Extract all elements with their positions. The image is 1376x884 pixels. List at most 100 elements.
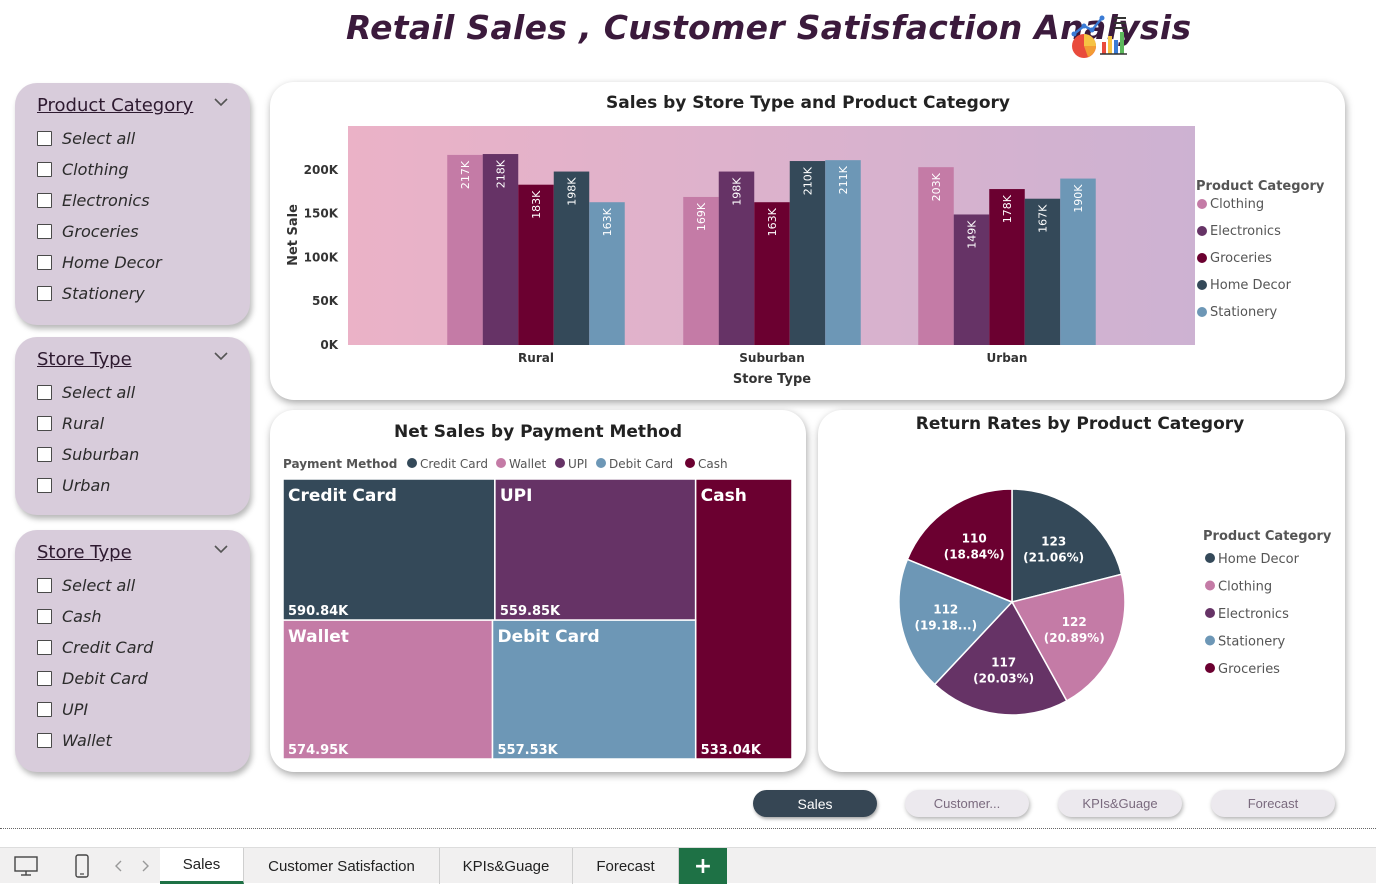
- slicer-item[interactable]: Select all: [15, 377, 250, 408]
- bar[interactable]: [825, 160, 861, 345]
- legend-item[interactable]: Clothing: [1218, 580, 1272, 595]
- y-tick-label: 100K: [304, 250, 339, 264]
- checkbox[interactable]: [37, 640, 52, 655]
- legend-item[interactable]: Electronics: [1210, 224, 1281, 239]
- slicer-item[interactable]: Suburban: [15, 439, 250, 470]
- legend-item[interactable]: Credit Card: [420, 457, 488, 471]
- bar[interactable]: [683, 196, 719, 345]
- y-axis-label: Net Sale: [286, 204, 301, 266]
- legend-item[interactable]: Home Decor: [1210, 278, 1292, 293]
- chevron-down-icon[interactable]: [214, 351, 228, 361]
- treemap-tile[interactable]: [282, 478, 496, 621]
- slicer-item-label: Groceries: [62, 222, 139, 241]
- chevron-down-icon[interactable]: [214, 97, 228, 107]
- checkbox[interactable]: [37, 609, 52, 624]
- slicer-item[interactable]: Rural: [15, 408, 250, 439]
- treemap-tile[interactable]: [694, 478, 793, 760]
- slicer-item[interactable]: Credit Card: [15, 632, 250, 663]
- checkbox[interactable]: [37, 286, 52, 301]
- checkbox[interactable]: [37, 193, 52, 208]
- slicer-title: Product Category: [37, 95, 194, 116]
- legend-item[interactable]: Cash: [698, 457, 728, 471]
- treemap-tile-label: Wallet: [288, 627, 349, 647]
- bar[interactable]: [989, 189, 1025, 345]
- bar[interactable]: [482, 154, 519, 345]
- bar[interactable]: [447, 154, 483, 345]
- treemap-tile[interactable]: [491, 619, 697, 760]
- payment-method-slicer[interactable]: Store Type Select all Cash Credit Card Debi…: [15, 530, 250, 772]
- checkbox[interactable]: [37, 416, 52, 431]
- desktop-view-icon[interactable]: [12, 854, 40, 878]
- chevron-down-icon[interactable]: [214, 544, 228, 554]
- tab-customer-satisfaction[interactable]: Customer Satisfaction: [244, 848, 440, 884]
- store-type-slicer[interactable]: Store Type Select all Rural Suburban Urban: [15, 337, 250, 515]
- checkbox[interactable]: [37, 733, 52, 748]
- slicer-item[interactable]: Urban: [15, 470, 250, 501]
- mobile-view-icon[interactable]: [72, 854, 92, 880]
- tab-kpis-guage[interactable]: KPIs&Guage: [440, 848, 573, 884]
- legend-item[interactable]: UPI: [568, 457, 588, 471]
- legend-item[interactable]: Groceries: [1218, 662, 1280, 677]
- checkbox[interactable]: [37, 671, 52, 686]
- slicer-item[interactable]: Cash: [15, 601, 250, 632]
- nav-kpis-button[interactable]: KPIs&Guage: [1058, 790, 1182, 817]
- tab-forecast[interactable]: Forecast: [573, 848, 679, 884]
- bar[interactable]: [918, 167, 954, 345]
- slicer-item[interactable]: Home Decor: [15, 247, 250, 278]
- checkbox[interactable]: [37, 702, 52, 717]
- legend-item[interactable]: Groceries: [1210, 251, 1272, 266]
- chevron-left-icon[interactable]: [114, 860, 124, 872]
- legend-item[interactable]: Clothing: [1210, 197, 1264, 212]
- bar[interactable]: [553, 171, 590, 345]
- chevron-right-icon[interactable]: [140, 860, 150, 872]
- nav-sales-button[interactable]: Sales: [753, 790, 877, 817]
- tab-sales[interactable]: Sales: [160, 848, 244, 884]
- checkbox[interactable]: [37, 385, 52, 400]
- legend-item[interactable]: Electronics: [1218, 607, 1289, 622]
- legend-item[interactable]: Home Decor: [1218, 552, 1300, 567]
- checkbox[interactable]: [37, 162, 52, 177]
- treemap-tile[interactable]: [494, 478, 697, 621]
- legend-item[interactable]: Wallet: [509, 457, 547, 471]
- slicer-item[interactable]: Debit Card: [15, 663, 250, 694]
- bar[interactable]: [1060, 178, 1096, 345]
- x-axis-label: Store Type: [733, 372, 811, 387]
- checkbox[interactable]: [37, 224, 52, 239]
- treemap-tile[interactable]: [282, 619, 494, 760]
- treemap-card: Net Sales by Payment Method Payment Meth…: [270, 410, 806, 772]
- slicer-item[interactable]: Select all: [15, 123, 250, 154]
- bar[interactable]: [589, 202, 625, 345]
- pie-slice[interactable]: [1011, 488, 1123, 603]
- pie-slice[interactable]: [933, 600, 1068, 716]
- slicer-item[interactable]: UPI: [15, 694, 250, 725]
- chart-title: Net Sales by Payment Method: [394, 422, 682, 442]
- slicer-item[interactable]: Electronics: [15, 185, 250, 216]
- legend-item[interactable]: Stationery: [1218, 635, 1286, 650]
- pie-slice[interactable]: [906, 488, 1013, 604]
- slicer-item[interactable]: Select all: [15, 570, 250, 601]
- nav-forecast-button[interactable]: Forecast: [1211, 790, 1335, 817]
- slicer-item[interactable]: Wallet: [15, 725, 250, 756]
- checkbox[interactable]: [37, 255, 52, 270]
- checkbox[interactable]: [37, 131, 52, 146]
- slicer-item-label: Clothing: [62, 160, 129, 179]
- product-category-slicer[interactable]: Product Category Select all Clothing Elect…: [15, 83, 250, 325]
- checkbox[interactable]: [37, 447, 52, 462]
- pie-value-label: 123: [1041, 535, 1066, 549]
- legend-item[interactable]: Stationery: [1210, 305, 1278, 320]
- nav-customer-button[interactable]: Customer...: [905, 790, 1029, 817]
- pie-slice[interactable]: [1010, 573, 1126, 702]
- bar[interactable]: [518, 184, 554, 345]
- legend-item[interactable]: Debit Card: [609, 457, 673, 471]
- checkbox[interactable]: [37, 578, 52, 593]
- slicer-item[interactable]: Stationery: [15, 278, 250, 309]
- add-tab-button[interactable]: +: [679, 848, 727, 884]
- checkbox[interactable]: [37, 478, 52, 493]
- bar[interactable]: [953, 214, 990, 345]
- bar[interactable]: [754, 202, 790, 345]
- slicer-item[interactable]: Clothing: [15, 154, 250, 185]
- bar[interactable]: [1024, 198, 1061, 345]
- bar[interactable]: [789, 161, 826, 345]
- bar[interactable]: [718, 171, 755, 345]
- slicer-item[interactable]: Groceries: [15, 216, 250, 247]
